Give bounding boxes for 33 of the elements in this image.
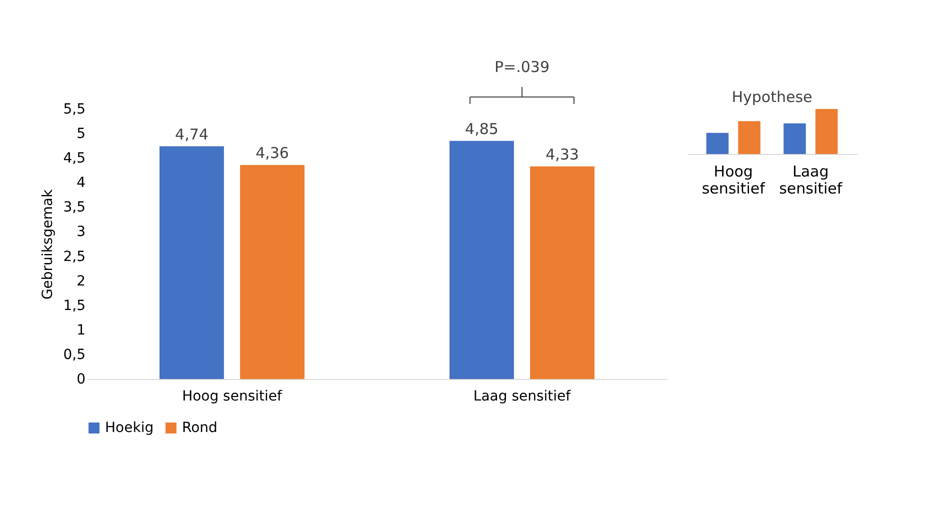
- bar: [160, 146, 224, 379]
- x-tick-label: Hoog sensitief: [182, 388, 284, 404]
- y-tick-label: 3: [76, 224, 86, 240]
- bar: [784, 123, 806, 154]
- x-tick-label: Laag sensitief: [473, 388, 572, 404]
- data-label: 4,74: [175, 125, 208, 144]
- y-tick-label: 1,5: [63, 298, 86, 314]
- bar: [738, 121, 760, 154]
- bar: [530, 166, 594, 379]
- bar: [240, 164, 304, 379]
- data-label: 4,85: [465, 120, 498, 138]
- y-tick-label: 2,5: [63, 248, 86, 265]
- y-tick-label: 5: [76, 126, 86, 142]
- legend-label: Rond: [182, 420, 218, 436]
- y-tick-label: 4: [76, 175, 86, 192]
- chart-title: Hypothese: [732, 88, 812, 106]
- y-tick-label: 3,5: [63, 200, 86, 216]
- y-tick-label: 4,5: [63, 150, 86, 167]
- x-tick-label: Hoog sensitief: [702, 162, 766, 198]
- y-tick-label: 2: [76, 273, 86, 290]
- data-label: 4,36: [256, 144, 289, 162]
- bar: [450, 140, 514, 379]
- bar: [815, 109, 838, 154]
- y-tick-label: 0: [76, 372, 86, 388]
- data-label: 4,33: [546, 145, 579, 164]
- y-axis-title: Gebruiksgemak: [40, 188, 56, 300]
- y-tick-label: 0,5: [63, 346, 86, 363]
- legend-label: Hoekig: [105, 420, 154, 436]
- y-tick-label: 1: [76, 322, 86, 338]
- text: P=.039: [494, 58, 550, 76]
- bar: [706, 132, 729, 154]
- x-tick-label: Laag sensitief: [779, 162, 843, 198]
- y-tick-label: 5,5: [63, 102, 86, 118]
